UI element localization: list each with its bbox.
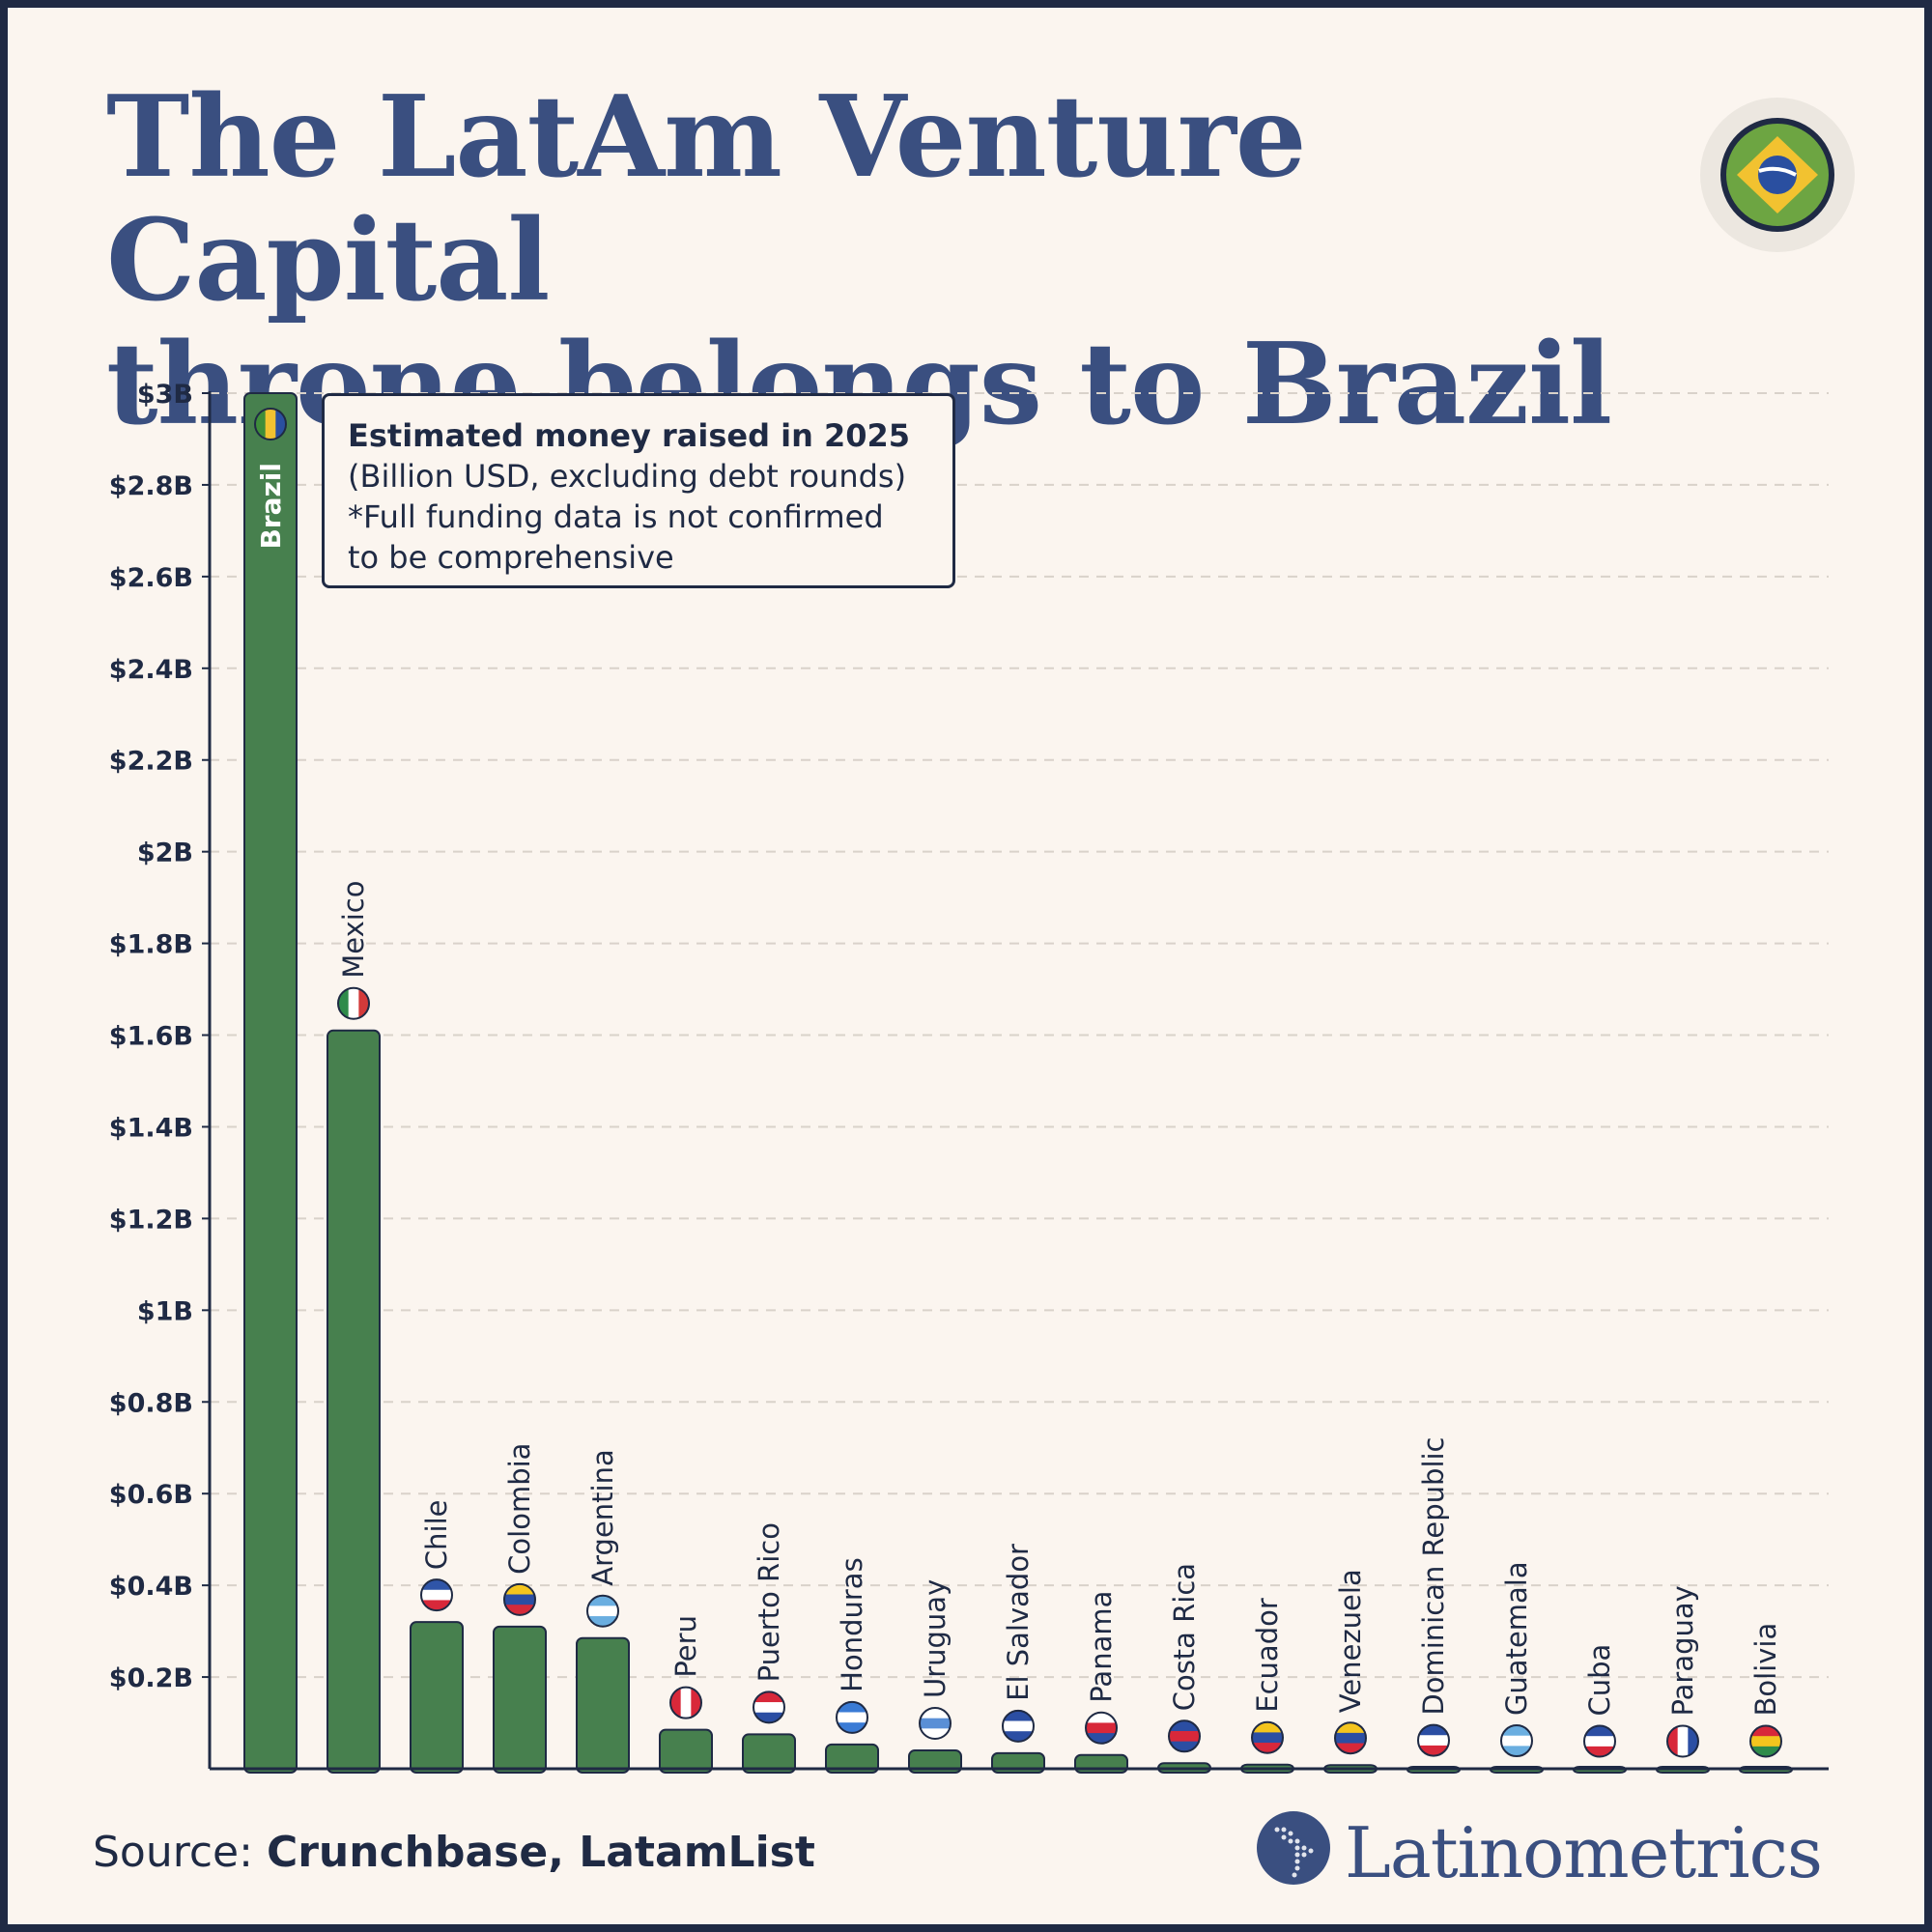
source-line: Source: Crunchbase, LatamList bbox=[93, 1828, 815, 1877]
latin-america-map-icon bbox=[1257, 1811, 1330, 1885]
y-tick-label: $0.4B bbox=[109, 1572, 193, 1602]
y-tick-label: $1.2B bbox=[109, 1205, 193, 1235]
category-label: Honduras bbox=[836, 1557, 868, 1692]
country-flag-icon bbox=[836, 1700, 868, 1734]
category-label: Dominican Republic bbox=[1417, 1436, 1450, 1715]
bar bbox=[410, 1621, 464, 1775]
bar bbox=[908, 1749, 962, 1774]
country-flag-icon bbox=[586, 1594, 619, 1628]
y-tick-label: $1B bbox=[137, 1296, 193, 1326]
category-label: Uruguay bbox=[919, 1579, 952, 1698]
country-flag-icon bbox=[1417, 1723, 1450, 1757]
category-label: Argentina bbox=[586, 1449, 619, 1585]
country-flag-icon bbox=[254, 408, 287, 440]
title-line-1: The LatAm Venture Capital bbox=[106, 71, 1307, 327]
brazil-flag-badge bbox=[1700, 98, 1855, 252]
brand-name: Latinometrics bbox=[1345, 1812, 1823, 1893]
category-label: Bolivia bbox=[1749, 1623, 1782, 1717]
country-flag-icon bbox=[1500, 1724, 1533, 1758]
country-flag-icon bbox=[669, 1686, 702, 1719]
bar bbox=[493, 1625, 547, 1775]
category-label: Paraguay bbox=[1666, 1585, 1699, 1716]
bar bbox=[576, 1636, 630, 1774]
category-label: El Salvador bbox=[1002, 1544, 1035, 1701]
category-label: Brazil bbox=[255, 463, 287, 550]
category-label: Mexico bbox=[337, 881, 370, 979]
source-names: Crunchbase, LatamList bbox=[266, 1828, 815, 1877]
source-prefix: Source: bbox=[93, 1828, 267, 1877]
category-label: Ecuador bbox=[1251, 1598, 1284, 1713]
y-tick-label: $2.8B bbox=[109, 471, 193, 501]
y-tick-label: $1.8B bbox=[109, 930, 193, 960]
category-label: Chile bbox=[420, 1500, 453, 1571]
note-disclaimer-2: to be comprehensive bbox=[348, 539, 674, 576]
category-label: Venezuela bbox=[1334, 1569, 1367, 1713]
note-disclaimer-1: *Full funding data is not confirmed bbox=[348, 498, 884, 535]
y-tick-label: $2.2B bbox=[109, 747, 193, 777]
y-tick-label: $1.4B bbox=[109, 1113, 193, 1143]
category-label: Guatemala bbox=[1500, 1561, 1533, 1716]
y-tick-label: $2B bbox=[137, 838, 193, 868]
country-flag-icon bbox=[1168, 1719, 1201, 1753]
category-label: Peru bbox=[669, 1615, 702, 1678]
country-flag-icon bbox=[1085, 1711, 1118, 1745]
category-label: Cuba bbox=[1583, 1644, 1616, 1717]
y-tick-label: $0.6B bbox=[109, 1480, 193, 1510]
country-flag-icon bbox=[337, 986, 370, 1020]
note-heading: Estimated money raised in 2025 bbox=[348, 417, 911, 454]
y-tick-label: $0.2B bbox=[109, 1663, 193, 1693]
y-tick-label: $1.6B bbox=[109, 1022, 193, 1052]
chart-note-box: Estimated money raised in 2025 (Billion … bbox=[322, 393, 955, 588]
y-tick-label: $2.6B bbox=[109, 563, 193, 593]
bar bbox=[742, 1733, 796, 1775]
country-flag-icon bbox=[1583, 1724, 1616, 1758]
country-flag-icon bbox=[420, 1578, 453, 1612]
brand-logo: Latinometrics bbox=[1256, 1804, 1855, 1901]
category-label: Puerto Rico bbox=[753, 1522, 785, 1682]
country-flag-icon bbox=[1666, 1724, 1699, 1758]
y-tick-label: $2.4B bbox=[109, 655, 193, 685]
country-flag-icon bbox=[1334, 1721, 1367, 1755]
brazil-flag-icon bbox=[1720, 118, 1834, 232]
bar bbox=[243, 392, 298, 1774]
y-tick-label: $0.8B bbox=[109, 1388, 193, 1418]
y-tick-label: $3B bbox=[137, 380, 193, 410]
note-units: (Billion USD, excluding debt rounds) bbox=[348, 458, 907, 495]
country-flag-icon bbox=[753, 1690, 785, 1724]
country-flag-icon bbox=[919, 1707, 952, 1741]
bar bbox=[327, 1029, 381, 1774]
country-flag-icon bbox=[1002, 1709, 1035, 1743]
bar bbox=[659, 1728, 713, 1774]
bar bbox=[825, 1743, 879, 1774]
country-flag-icon bbox=[503, 1582, 536, 1616]
country-flag-icon bbox=[1251, 1720, 1284, 1754]
category-label: Panama bbox=[1085, 1591, 1118, 1703]
country-flag-icon bbox=[1749, 1724, 1782, 1758]
category-label: Colombia bbox=[503, 1443, 536, 1575]
category-label: Costa Rica bbox=[1168, 1563, 1201, 1711]
